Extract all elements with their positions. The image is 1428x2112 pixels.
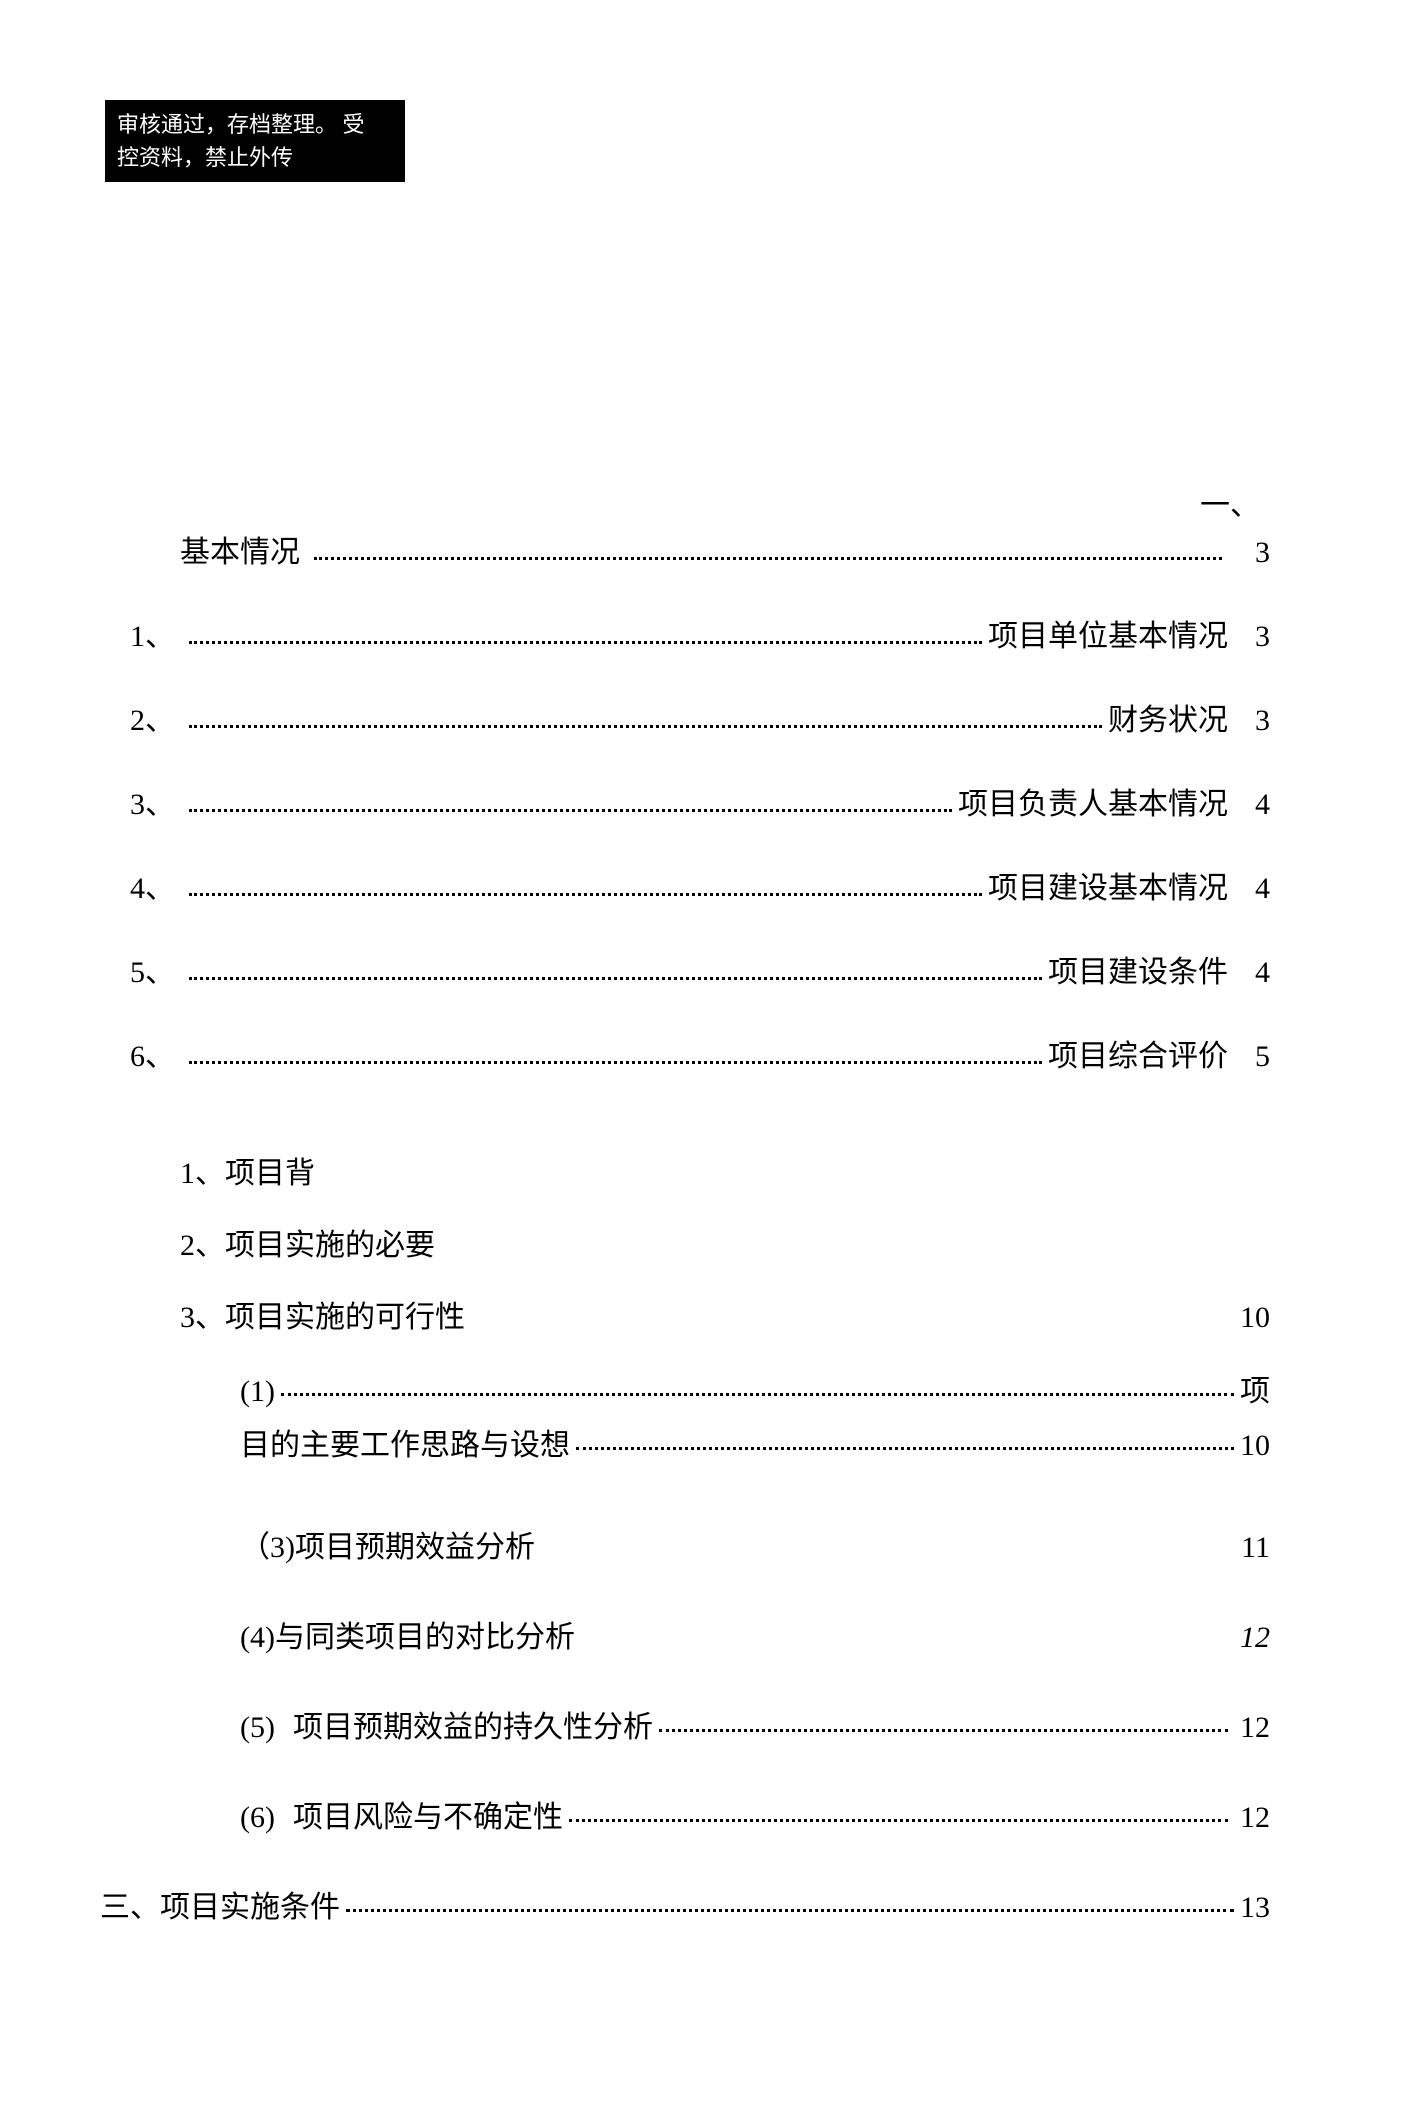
toc-page: 3 (1246, 616, 1270, 658)
toc-item-6: 6、 项目综合评价 5 (130, 1036, 1270, 1078)
nested-page: 12 (1240, 1621, 1270, 1655)
nested-page: 12 (1240, 1801, 1270, 1835)
toc-label: 项目建设基本情况 (988, 868, 1228, 910)
toc-page: 5 (1246, 1036, 1270, 1078)
toc-page: 4 (1246, 784, 1270, 826)
toc-label: 项目建设条件 (1048, 952, 1228, 994)
sub-item-1: 1、项目背 (130, 1148, 1270, 1192)
toc-num: 2、 (130, 700, 175, 742)
stamp-line-2: 控资料，禁止外传 (117, 141, 393, 174)
section-3-row: 三、项目实施条件 13 (100, 1882, 1270, 1926)
section-3-page: 13 (1240, 1891, 1270, 1925)
toc-num: 4、 (130, 868, 175, 910)
nested-item-3: （3)项目预期效益分析 11 (240, 1522, 1270, 1566)
toc-label: 项目综合评价 (1048, 1036, 1228, 1078)
nested-num: (6) (240, 1801, 275, 1835)
nested-label: （3)项目预期效益分析 (240, 1522, 1221, 1566)
toc-content: 一、 基本情况 3 1、 项目单位基本情况 3 2、 财务状况 3 3、 项目负… (130, 480, 1270, 1926)
sub-page: 10 (1240, 1301, 1270, 1335)
leader (569, 1819, 1228, 1822)
toc-item-5: 5、 项目建设条件 4 (130, 952, 1270, 994)
leader (346, 1909, 1234, 1912)
section-1-marker: 一、 (130, 480, 1270, 524)
leader (189, 1061, 1042, 1064)
nested-item-1: (1) 项 目的主要工作思路与设想 10 (240, 1366, 1270, 1464)
nested-page: 10 (1240, 1429, 1270, 1463)
toc-page: 4 (1246, 952, 1270, 994)
toc-page: 4 (1246, 868, 1270, 910)
toc-num: 6、 (130, 1036, 175, 1078)
toc-main-title: 基本情况 (180, 532, 300, 574)
toc-num: 5、 (130, 952, 175, 994)
sub-label: 3、项目实施的可行性 (180, 1292, 1220, 1336)
toc-label: 财务状况 (1108, 700, 1228, 742)
sub-list: 1、项目背 2、项目实施的必要 3、项目实施的可行性 10 (1) 项 目的主要… (130, 1148, 1270, 1836)
nested-tail: 项 (1240, 1366, 1270, 1410)
toc-main-page: 3 (1246, 532, 1270, 574)
nested-label: 项目风险与不确定性 (293, 1792, 563, 1836)
leader (189, 977, 1042, 980)
leader (189, 725, 1102, 728)
sub-item-3: 3、项目实施的可行性 10 (130, 1292, 1270, 1336)
nested-prefix: (1) (240, 1375, 275, 1409)
leader (189, 641, 982, 644)
section-3-label: 三、项目实施条件 (100, 1882, 340, 1926)
nested-label: 项目预期效益的持久性分析 (293, 1702, 653, 1746)
toc-item-3: 3、 项目负责人基本情况 4 (130, 784, 1270, 826)
nested-page: 11 (1241, 1531, 1270, 1565)
nested-label: (4)与同类项目的对比分析 (240, 1612, 1220, 1656)
leader (314, 557, 1222, 560)
nested-line2: 目的主要工作思路与设想 (240, 1420, 570, 1464)
nested-num: (5) (240, 1711, 275, 1745)
toc-num: 1、 (130, 616, 175, 658)
toc-page: 3 (1246, 700, 1270, 742)
leader (189, 893, 982, 896)
nested-item-5: (5) 项目预期效益的持久性分析 12 (240, 1702, 1270, 1746)
stamp-line-1: 审核通过，存档整理。 受 (117, 108, 393, 141)
nested-list: (1) 项 目的主要工作思路与设想 10 （3)项目预期效益分析 11 (4)与… (130, 1366, 1270, 1836)
nested-item-4: (4)与同类项目的对比分析 12 (240, 1612, 1270, 1656)
toc-main-title-row: 基本情况 3 (130, 532, 1270, 574)
leader (281, 1393, 1234, 1396)
leader (659, 1729, 1228, 1732)
nested-item-6: (6) 项目风险与不确定性 12 (240, 1792, 1270, 1836)
leader (189, 809, 952, 812)
toc-item-4: 4、 项目建设基本情况 4 (130, 868, 1270, 910)
toc-item-1: 1、 项目单位基本情况 3 (130, 616, 1270, 658)
toc-label: 项目单位基本情况 (988, 616, 1228, 658)
toc-label: 项目负责人基本情况 (958, 784, 1228, 826)
toc-num: 3、 (130, 784, 175, 826)
nested-page: 12 (1240, 1711, 1270, 1745)
leader (576, 1447, 1234, 1450)
sub-item-2: 2、项目实施的必要 (130, 1220, 1270, 1264)
confidential-stamp: 审核通过，存档整理。 受 控资料，禁止外传 (105, 100, 405, 182)
toc-item-2: 2、 财务状况 3 (130, 700, 1270, 742)
